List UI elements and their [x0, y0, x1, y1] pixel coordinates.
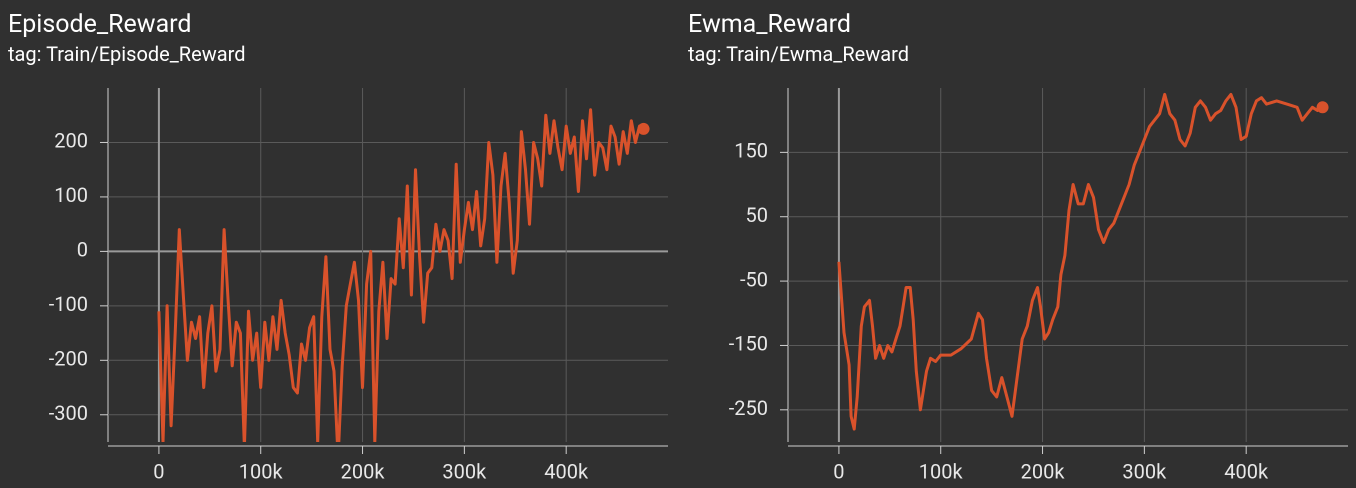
x-tick-label: 300k: [1122, 459, 1167, 483]
x-tick-label: 100k: [239, 459, 284, 483]
y-tick-label: -250: [729, 396, 768, 420]
plot-area: [837, 92, 1329, 431]
y-tick-label: -200: [49, 347, 88, 371]
y-tick-label: 100: [54, 183, 88, 207]
data-line: [837, 92, 1324, 431]
x-tick-label: 300k: [442, 459, 487, 483]
x-tick-label: 400k: [1224, 459, 1269, 483]
data-line: [157, 108, 645, 442]
chart-subtitle: tag: Train/Episode_Reward: [8, 42, 246, 66]
y-tick-label: -100: [49, 292, 88, 316]
x-tick-label: 100k: [919, 459, 964, 483]
end-point: [637, 122, 650, 135]
x-tick-label: 400k: [544, 459, 589, 483]
x-tick-label: 0: [153, 459, 164, 483]
y-tick-label: 50: [746, 203, 768, 227]
end-point: [1316, 101, 1329, 114]
y-tick-label: -300: [49, 401, 88, 425]
chart-title: Episode_Reward: [8, 10, 192, 39]
y-tick-label: 200: [54, 129, 88, 153]
y-tick-label: 150: [734, 139, 768, 163]
plot-area: [157, 108, 650, 442]
x-tick-label: 200k: [1021, 459, 1066, 483]
y-tick-label: -50: [740, 267, 768, 291]
y-tick-label: -150: [729, 332, 768, 356]
x-tick-label: 200k: [341, 459, 386, 483]
y-tick-label: 0: [77, 238, 88, 262]
x-tick-label: 0: [833, 459, 844, 483]
chart-subtitle: tag: Train/Ewma_Reward: [688, 42, 909, 66]
chart-title: Ewma_Reward: [688, 10, 851, 39]
